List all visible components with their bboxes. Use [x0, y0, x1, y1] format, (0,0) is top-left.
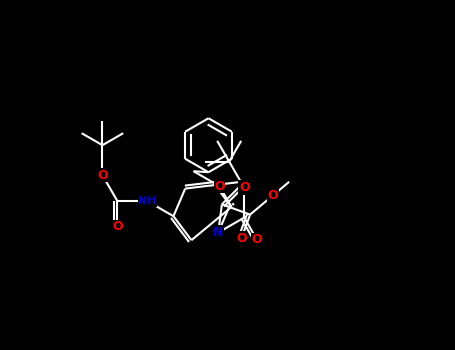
Text: O: O: [236, 232, 247, 245]
Text: NH: NH: [138, 196, 157, 206]
Text: O: O: [112, 220, 123, 233]
Text: O: O: [97, 169, 108, 182]
Text: O: O: [239, 181, 249, 194]
Text: N: N: [213, 226, 223, 239]
Text: O: O: [214, 180, 225, 193]
Text: O: O: [252, 233, 262, 246]
Text: O: O: [268, 189, 278, 202]
